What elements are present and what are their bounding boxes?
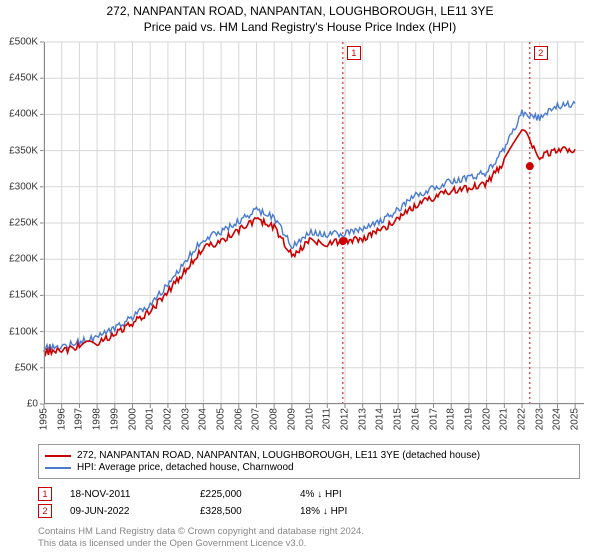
- x-tick-label: 2019: [463, 408, 474, 430]
- x-tick-label: 2015: [393, 408, 404, 430]
- y-tick-label: £150K: [0, 290, 38, 301]
- sale-diff: 4% ↓ HPI: [300, 489, 420, 500]
- legend-label: HPI: Average price, detached house, Char…: [77, 462, 294, 473]
- y-tick-label: £100K: [0, 326, 38, 337]
- sale-diff: 18% ↓ HPI: [300, 506, 420, 517]
- legend-item: HPI: Average price, detached house, Char…: [45, 462, 573, 473]
- y-tick-label: £350K: [0, 145, 38, 156]
- x-tick-label: 2016: [410, 408, 421, 430]
- x-tick-label: 2021: [499, 408, 510, 430]
- x-tick-label: 2017: [428, 408, 439, 430]
- x-tick-label: 2018: [446, 408, 457, 430]
- sale-date: 09-JUN-2022: [70, 506, 200, 517]
- x-tick-label: 2005: [216, 408, 227, 430]
- x-tick-label: 2013: [357, 408, 368, 430]
- legend-swatch: [45, 455, 71, 457]
- sale-marker-icon: 1: [38, 487, 52, 501]
- footer: Contains HM Land Registry data © Crown c…: [38, 526, 364, 551]
- x-tick-label: 1997: [74, 408, 85, 430]
- sale-marker-flag: 2: [534, 46, 548, 60]
- legend-label: 272, NANPANTAN ROAD, NANPANTAN, LOUGHBOR…: [77, 450, 480, 461]
- x-tick-label: 1999: [109, 408, 120, 430]
- plot-wrap: £0£50K£100K£150K£200K£250K£300K£350K£400…: [44, 42, 584, 404]
- sale-price: £225,000: [200, 489, 300, 500]
- y-tick-label: £250K: [0, 218, 38, 229]
- y-tick-label: £450K: [0, 73, 38, 84]
- x-tick-label: 2006: [233, 408, 244, 430]
- x-tick-label: 2000: [127, 408, 138, 430]
- x-tick-label: 2007: [251, 408, 262, 430]
- x-tick-label: 2003: [180, 408, 191, 430]
- titles: 272, NANPANTAN ROAD, NANPANTAN, LOUGHBOR…: [0, 0, 600, 34]
- x-tick-label: 2012: [339, 408, 350, 430]
- y-tick-label: £500K: [0, 37, 38, 48]
- x-tick-label: 2020: [481, 408, 492, 430]
- x-tick-label: 2009: [286, 408, 297, 430]
- x-tick-label: 2008: [269, 408, 280, 430]
- plot-border: [44, 42, 584, 404]
- x-tick-label: 2011: [322, 408, 333, 430]
- legend: 272, NANPANTAN ROAD, NANPANTAN, LOUGHBOR…: [38, 444, 580, 479]
- legend-swatch: [45, 467, 71, 469]
- x-tick-label: 2025: [570, 408, 581, 430]
- x-tick-label: 2004: [198, 408, 209, 430]
- x-tick-label: 2001: [145, 408, 156, 430]
- y-tick-label: £50K: [0, 362, 38, 373]
- x-tick-label: 2014: [375, 408, 386, 430]
- x-tick-label: 2022: [517, 408, 528, 430]
- x-tick-label: 2002: [162, 408, 173, 430]
- sale-date: 18-NOV-2011: [70, 489, 200, 500]
- y-tick-label: £200K: [0, 254, 38, 265]
- x-tick-label: 1996: [56, 408, 67, 430]
- y-tick-label: £400K: [0, 109, 38, 120]
- title-main: 272, NANPANTAN ROAD, NANPANTAN, LOUGHBOR…: [0, 4, 600, 18]
- footer-line: This data is licensed under the Open Gov…: [38, 538, 364, 550]
- legend-item: 272, NANPANTAN ROAD, NANPANTAN, LOUGHBOR…: [45, 450, 573, 461]
- sale-row: 2 09-JUN-2022 £328,500 18% ↓ HPI: [38, 504, 420, 518]
- x-tick-label: 2023: [534, 408, 545, 430]
- sale-marker-flag: 1: [347, 46, 361, 60]
- x-tick-label: 1998: [92, 408, 103, 430]
- footer-line: Contains HM Land Registry data © Crown c…: [38, 526, 364, 538]
- chart-container: 272, NANPANTAN ROAD, NANPANTAN, LOUGHBOR…: [0, 0, 600, 560]
- sale-marker-icon: 2: [38, 504, 52, 518]
- x-tick-label: 2024: [552, 408, 563, 430]
- y-tick-label: £300K: [0, 181, 38, 192]
- sale-row: 1 18-NOV-2011 £225,000 4% ↓ HPI: [38, 487, 420, 501]
- x-tick-label: 2010: [304, 408, 315, 430]
- x-tick-label: 1995: [39, 408, 50, 430]
- title-sub: Price paid vs. HM Land Registry's House …: [0, 20, 600, 34]
- sales-table: 1 18-NOV-2011 £225,000 4% ↓ HPI 2 09-JUN…: [38, 484, 420, 521]
- sale-price: £328,500: [200, 506, 300, 517]
- y-tick-label: £0: [0, 399, 38, 410]
